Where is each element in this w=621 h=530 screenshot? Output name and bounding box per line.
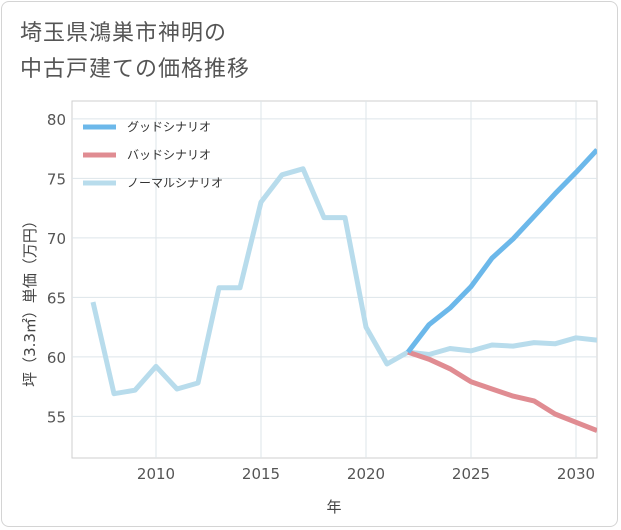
series-lines bbox=[90, 148, 597, 433]
legend-label-1: バッドシナリオ bbox=[127, 148, 211, 162]
x-axis-label: 年 bbox=[326, 498, 341, 516]
x-tick-2010: 2010 bbox=[137, 465, 175, 483]
series-line-1 bbox=[407, 349, 597, 433]
chart-title-line-2: 中古戸建ての価格推移 bbox=[20, 57, 251, 82]
chart-title: 埼玉県鴻巣市神明の 中古戸建ての価格推移 bbox=[20, 16, 250, 88]
series-line-0 bbox=[406, 148, 597, 354]
x-tick-2015: 2015 bbox=[242, 465, 280, 483]
plot-area bbox=[71, 100, 598, 459]
x-tick-2030: 2030 bbox=[557, 465, 595, 483]
chart-title-line-1: 埼玉県鴻巣市神明の bbox=[20, 21, 228, 46]
y-tick-65: 65 bbox=[47, 289, 66, 307]
y-tick-60: 60 bbox=[47, 349, 66, 367]
legend-label-2: ノーマルシナリオ bbox=[127, 176, 223, 190]
x-tick-2020: 2020 bbox=[347, 465, 385, 483]
y-tick-70: 70 bbox=[47, 230, 66, 248]
y-tick-labels: 55 60 65 70 75 80 bbox=[47, 111, 66, 427]
grid-lines bbox=[72, 101, 597, 458]
series-line-2 bbox=[90, 166, 597, 397]
y-tick-75: 75 bbox=[47, 170, 66, 188]
x-tick-2025: 2025 bbox=[452, 465, 490, 483]
y-axis-label: 坪（3.3㎡）単価（万円） bbox=[21, 213, 39, 387]
y-tick-55: 55 bbox=[47, 408, 66, 426]
y-tick-80: 80 bbox=[47, 111, 66, 129]
legend-label-0: グッドシナリオ bbox=[127, 120, 211, 134]
x-tick-labels: 2010 2015 2020 2025 2030 bbox=[137, 465, 595, 483]
